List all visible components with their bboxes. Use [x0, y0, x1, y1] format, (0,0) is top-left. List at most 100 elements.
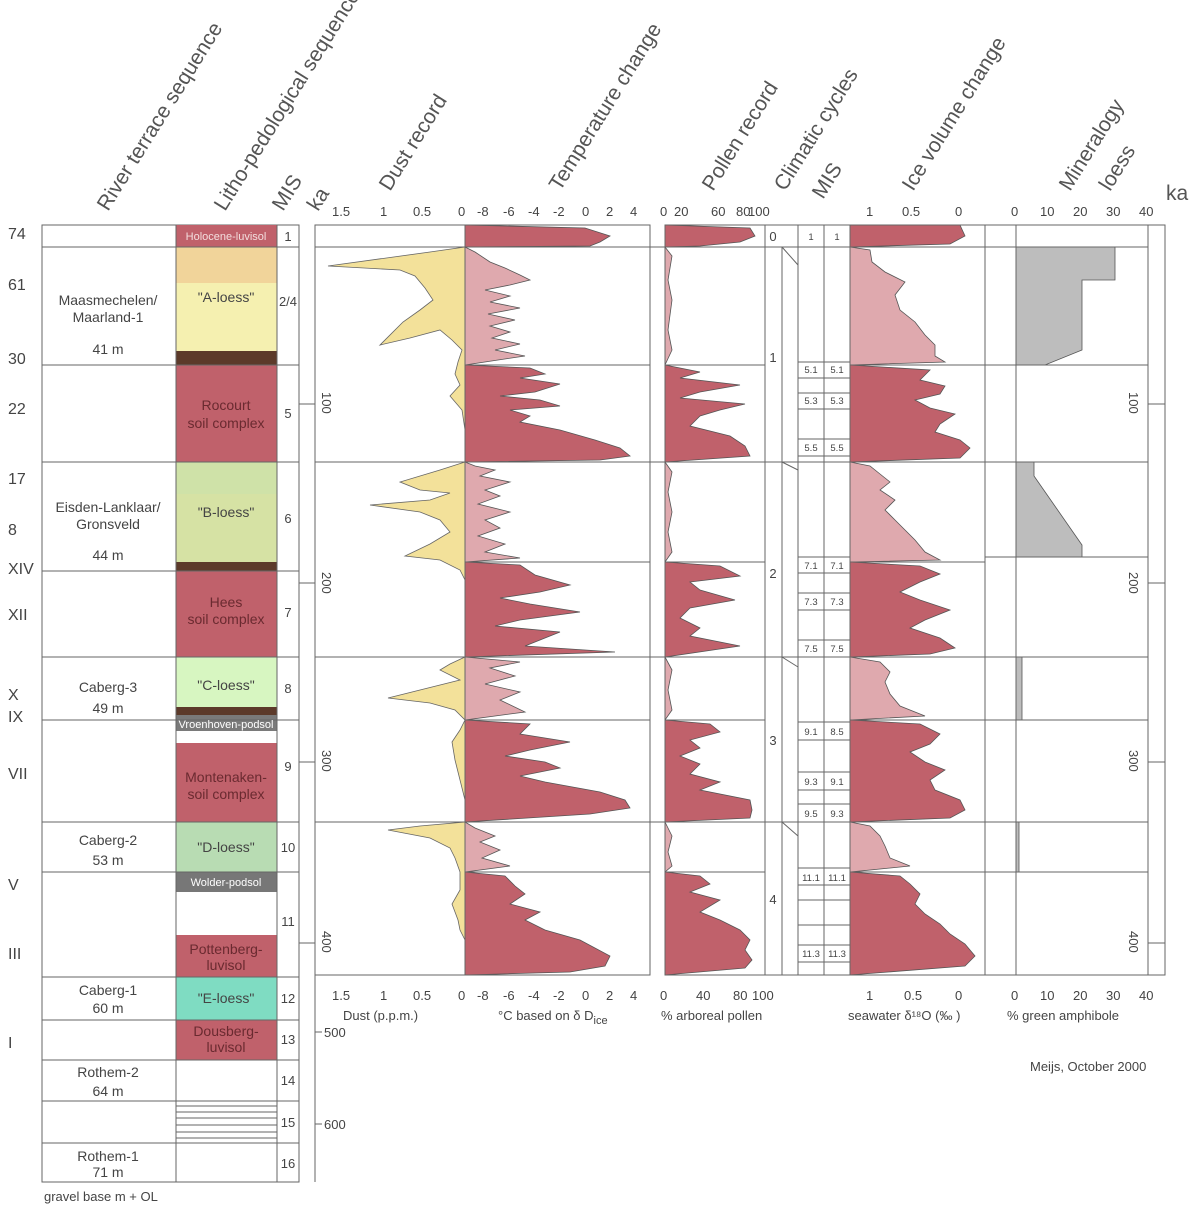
ka-label: 400	[319, 931, 334, 953]
dust-tick-bottom-2: 0.5	[413, 988, 431, 1003]
dust-axis-title: Dust (p.p.m.)	[343, 1008, 418, 1023]
pollen-tick-bottom-0: 0	[660, 988, 667, 1003]
ka-tick-labels: 100 200 300 400 500 600	[319, 392, 346, 1132]
litho-loess-top	[176, 247, 277, 283]
header-mis2: MIS	[808, 159, 847, 203]
ice-boundaries	[850, 246, 985, 873]
mis-sub-labels: 1 1 5.1 5.1 5.3 5.3 5.5 5.5 7.1 7.1 7.3 …	[802, 232, 846, 960]
min-ka-label: 400	[1126, 931, 1141, 953]
ice-area-mis7	[849, 561, 956, 658]
litho-vroenhoven	[176, 715, 277, 731]
temp-tick-bottom-2: -4	[528, 988, 540, 1003]
litho-holocene	[176, 225, 277, 247]
mis-sub-right: 7.1	[830, 561, 843, 572]
temp-tick-top-3: -2	[553, 204, 565, 219]
dust-tick-top-0: 1.5	[332, 204, 350, 219]
terrace-number: 22	[8, 401, 26, 418]
cycle-diagonal	[781, 246, 799, 266]
terrace-name: Rothem-1	[77, 1148, 139, 1164]
terrace-number: XIV	[8, 561, 34, 578]
dust-tick-bottom-3: 0	[458, 988, 465, 1003]
litho-label: Hees	[210, 594, 243, 610]
temp-tick-top-2: -4	[528, 204, 540, 219]
cycle-diagonal	[781, 821, 799, 837]
pollen-tick-bottom-3: 100	[752, 988, 774, 1003]
ice-tick-bottom-0: 1	[866, 988, 873, 1003]
pollen-tick-top-1: 20	[674, 204, 688, 219]
ice-area-mis5	[849, 364, 971, 463]
dust-tick-bottom-0: 1.5	[332, 988, 350, 1003]
terrace-name-2: Gronsveld	[76, 516, 140, 532]
mineral-area-b-loess	[1015, 461, 1083, 558]
mineral-boundaries	[985, 246, 1165, 944]
min-tick-bottom-2: 20	[1073, 988, 1087, 1003]
mis-numbers: 1 2/4 5 6 7 8 9 10 11 12 13 14 15 16	[279, 229, 297, 1171]
mis-sub-left: 5.1	[804, 365, 817, 376]
terrace-number: 61	[8, 277, 26, 294]
pollen-area-holocene	[664, 224, 756, 248]
mis-sub-right: 5.5	[830, 443, 843, 454]
ka-label: 600	[324, 1117, 346, 1132]
header-ka2: ka	[1166, 182, 1189, 205]
mis-number: 12	[281, 991, 295, 1006]
mis-sub-left: 5.5	[804, 443, 817, 454]
min-tick-bottom-3: 30	[1106, 988, 1120, 1003]
mis-sub-right: 5.1	[830, 365, 843, 376]
dust-tick-bottom-1: 1	[380, 988, 387, 1003]
cycle-number: 2	[769, 566, 776, 581]
mis-sub-right: 1	[834, 232, 839, 243]
litho-label: Dousberg-	[193, 1023, 259, 1039]
ice-tick-bottom-1: 0.5	[904, 988, 922, 1003]
terrace-height: 44 m	[92, 547, 123, 563]
mineral-area-a-loess	[1015, 246, 1116, 366]
gravel-base-text: gravel base m + OL	[44, 1189, 158, 1204]
mis-number: 11	[281, 914, 295, 929]
pollen-tick-top-2: 60	[711, 204, 725, 219]
min-tick-bottom-1: 10	[1040, 988, 1054, 1003]
terrace-name: Caberg-2	[79, 832, 138, 848]
pollen-area-mis5	[664, 364, 751, 463]
litho-brown-1	[176, 351, 277, 365]
mis-sub-left: 9.1	[804, 727, 817, 738]
pollen-tick-top-4: 100	[748, 204, 770, 219]
mis-number: 10	[281, 840, 295, 855]
mis-sub-left: 7.5	[804, 644, 817, 655]
pollen-tick-top-3: 80	[736, 204, 750, 219]
cycle-diagonal	[781, 656, 799, 668]
min-tick-top-1: 10	[1040, 204, 1054, 219]
litho-label-2: soil complex	[187, 786, 264, 802]
litho-label: "E-loess"	[198, 990, 255, 1006]
terrace-names: Maasmechelen/ Maarland-1 41 m Eisden-Lan…	[55, 292, 160, 1180]
min-tick-top-3: 30	[1106, 204, 1120, 219]
temp-axis-title-sub: ice	[594, 1015, 608, 1027]
litho-dousberg	[176, 1020, 277, 1060]
terrace-number: I	[8, 1035, 12, 1052]
terrace-number: VII	[8, 766, 28, 783]
min-tick-bottom-0: 0	[1011, 988, 1018, 1003]
litho-hees	[176, 571, 277, 657]
terrace-name: Caberg-3	[79, 679, 138, 695]
pollen-area-mis7	[664, 561, 742, 658]
litho-label-2: soil complex	[187, 415, 264, 431]
ice-area-mis6-pink	[849, 461, 942, 563]
header-pollen: Pollen record	[698, 78, 783, 195]
temp-tick-top-0: -8	[477, 204, 489, 219]
pollen-area-mis8-pink	[664, 656, 673, 722]
mis-sub-right: 11.1	[828, 873, 846, 884]
terrace-numbers: 74 61 30 22 17 8 XIV XII X IX VII V III …	[8, 226, 34, 1052]
cycle-number: 4	[769, 892, 776, 907]
terrace-number: 17	[8, 471, 26, 488]
mis-number: 1	[284, 229, 291, 244]
header-dust: Dust record	[375, 90, 452, 194]
mis-sub-right: 9.1	[830, 777, 843, 788]
ice-axis-title: seawater δ¹⁸O (‰ )	[848, 1008, 960, 1023]
credit-text: Meijs, October 2000	[1030, 1059, 1146, 1074]
min-ka-label: 100	[1126, 392, 1141, 414]
mis-sub-left: 7.1	[804, 561, 817, 572]
ice-area-holocene	[849, 224, 966, 248]
litho-c-loess	[176, 657, 277, 707]
pollen-area-mis10-pink	[664, 821, 673, 873]
litho-label: Wolder-podsol	[191, 877, 262, 889]
terrace-height: 49 m	[92, 700, 123, 716]
